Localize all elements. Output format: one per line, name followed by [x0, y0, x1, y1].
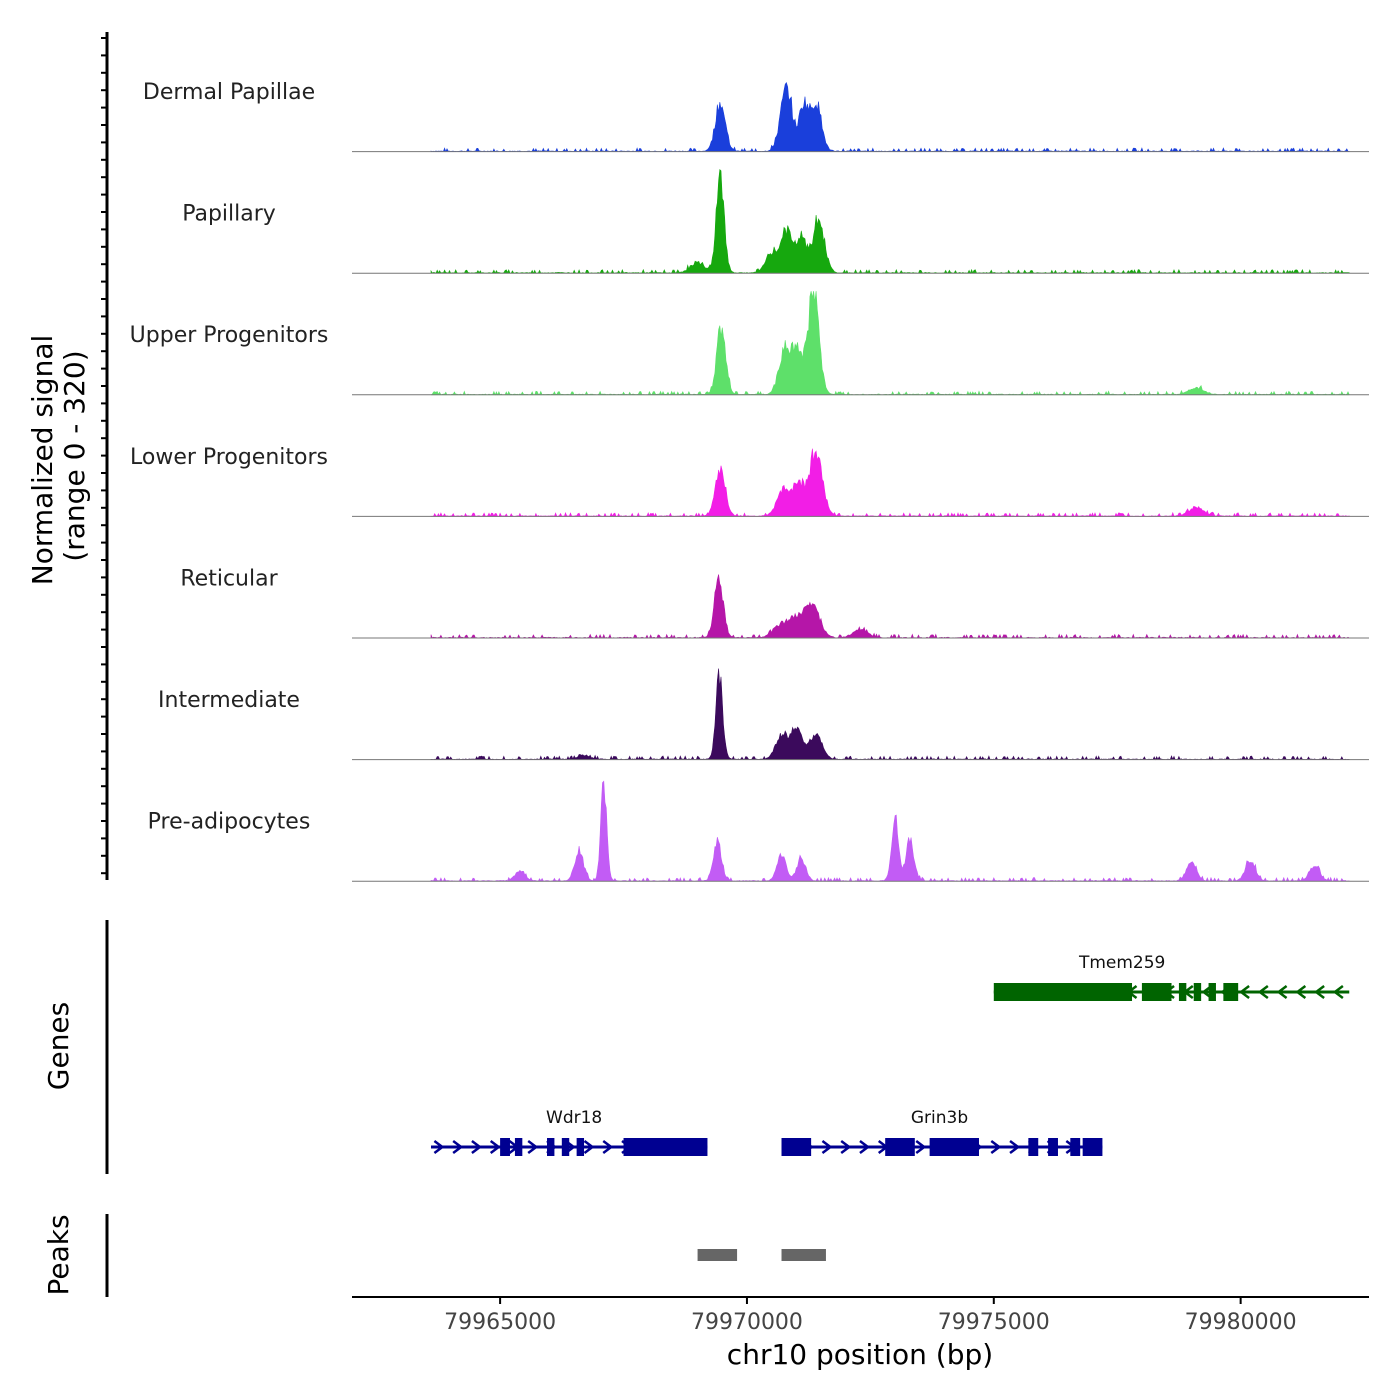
exon-block	[781, 1138, 812, 1156]
track-pre-adipocytes: Pre-adipocytes	[148, 780, 1369, 882]
strand-arrow	[527, 1140, 539, 1154]
coverage-area	[430, 780, 1350, 882]
gene-label: Tmem259	[1078, 953, 1165, 973]
track-dermal-papillae: Dermal Papillae	[143, 80, 1369, 153]
strand-arrow	[471, 1140, 482, 1154]
strand-arrow	[990, 1140, 1002, 1154]
coverage-area	[430, 82, 1350, 153]
strand-arrow	[1314, 985, 1325, 999]
exon-block	[1082, 1138, 1103, 1156]
track-label: Upper Progenitors	[130, 323, 329, 348]
strand-arrow	[1332, 985, 1344, 999]
exon-block	[993, 983, 1133, 1001]
exon-block	[1193, 983, 1202, 1001]
signal-range-label: (range 0 - 320)	[58, 350, 91, 561]
x-tick-label: 79970000	[691, 1310, 803, 1335]
exon-block	[1208, 983, 1216, 1001]
gene-models: Tmem259 Wdr18 Grin3b	[430, 953, 1350, 1156]
track-label: Lower Progenitors	[130, 445, 328, 470]
track-label: Papillary	[182, 202, 276, 227]
gene-label: Grin3b	[911, 1108, 968, 1128]
strand-arrow	[1276, 985, 1288, 999]
exon-block	[576, 1138, 585, 1156]
gene-tmem259: Tmem259	[993, 953, 1350, 1001]
gene-grin3b: Grin3b	[781, 1108, 1103, 1156]
strand-arrow	[602, 1140, 614, 1154]
coverage-area	[430, 448, 1350, 518]
track-upper-progenitors: Upper Progenitors	[130, 291, 1369, 396]
track-intermediate: Intermediate	[158, 668, 1369, 761]
exon-block	[1141, 983, 1172, 1001]
track-papillary: Papillary	[182, 168, 1369, 275]
peak-bar	[781, 1249, 826, 1261]
strand-arrow	[821, 1140, 833, 1154]
peak-bar	[697, 1249, 738, 1261]
exon-block	[561, 1138, 570, 1156]
track-lower-progenitors: Lower Progenitors	[130, 445, 1369, 518]
signal-axis-label: Normalized signal	[26, 335, 59, 586]
x-tick-label: 79980000	[1185, 1310, 1297, 1335]
exon-block	[514, 1138, 523, 1156]
strand-arrow	[915, 1140, 927, 1154]
strand-arrow	[1257, 985, 1269, 999]
strand-arrow	[1295, 985, 1307, 999]
coverage-area	[430, 668, 1350, 761]
exon-block	[500, 1138, 510, 1156]
x-tick-label: 79975000	[938, 1310, 1050, 1335]
coverage-area	[430, 574, 1350, 639]
x-axis-title: chr10 position (bp)	[727, 1338, 993, 1371]
exon-block	[929, 1138, 979, 1156]
peak-intervals	[697, 1249, 826, 1261]
strand-arrow	[452, 1140, 464, 1154]
exon-block	[1223, 983, 1239, 1001]
exon-block	[623, 1138, 708, 1156]
track-reticular: Reticular	[180, 566, 1369, 639]
x-axis-ticks: 79965000 79970000 79975000 79980000	[444, 1297, 1297, 1335]
gene-wdr18: Wdr18	[430, 1108, 708, 1156]
exon-block	[1070, 1138, 1081, 1156]
signal-axis-ticks	[101, 37, 107, 875]
exon-block	[1048, 1138, 1058, 1156]
exon-block	[1028, 1138, 1039, 1156]
strand-arrow	[859, 1140, 871, 1154]
track-label: Intermediate	[158, 688, 300, 713]
track-label: Reticular	[180, 566, 278, 591]
strand-arrow	[840, 1140, 852, 1154]
strand-arrow	[433, 1140, 445, 1154]
genes-axis-label: Genes	[42, 1002, 75, 1090]
exon-block	[547, 1138, 555, 1156]
exon-block	[1178, 983, 1187, 1001]
coverage-tracks: Dermal Papillae Papillary Upper Progenitor…	[130, 80, 1369, 882]
strand-arrow	[1238, 985, 1250, 999]
track-label: Pre-adipocytes	[148, 810, 311, 835]
peaks-axis-label: Peaks	[42, 1214, 75, 1295]
strand-arrow	[489, 1140, 501, 1154]
exon-block	[885, 1138, 915, 1156]
coverage-area	[430, 291, 1350, 396]
strand-arrow	[583, 1140, 595, 1154]
x-tick-label: 79965000	[444, 1310, 556, 1335]
strand-arrow	[1009, 1140, 1021, 1154]
gene-label: Wdr18	[546, 1108, 602, 1128]
track-label: Dermal Papillae	[143, 80, 315, 105]
coverage-area	[430, 168, 1350, 275]
